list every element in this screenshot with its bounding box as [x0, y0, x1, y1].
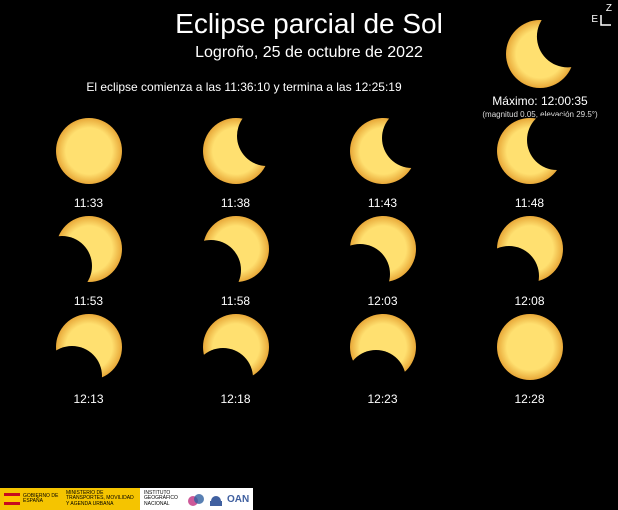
eclipse-frame: 11:38: [167, 116, 304, 210]
eclipse-frame: 12:18: [167, 312, 304, 406]
sun-icon: [201, 214, 271, 284]
footer-gov1: GOBIERNO DE ESPAÑA: [23, 494, 63, 505]
footer-gov-block: GOBIERNO DE ESPAÑA MINISTERIO DE TRANSPO…: [0, 488, 140, 510]
frame-time: 12:13: [20, 392, 157, 406]
eclipse-grid: 11:33 11:38 11:43: [0, 108, 618, 406]
sun-icon: [54, 312, 124, 382]
frame-time: 12:18: [167, 392, 304, 406]
eclipse-frame: 11:33: [20, 116, 157, 210]
frame-time: 11:43: [314, 196, 451, 210]
observatory-icon: [208, 491, 224, 507]
sun-icon: [495, 312, 565, 382]
footer-gov2: MINISTERIO DE TRANSPORTES, MOVILIDAD Y A…: [66, 491, 136, 508]
sun-icon: [201, 116, 271, 186]
frame-time: 11:38: [167, 196, 304, 210]
swirl-icon: [187, 491, 205, 507]
compass-corner-icon: [600, 14, 612, 26]
sun-maximum: [504, 18, 576, 90]
frame-time: 12:28: [461, 392, 598, 406]
frame-time: 11:48: [461, 196, 598, 210]
frame-time: 11:58: [167, 294, 304, 308]
frame-time: 12:08: [461, 294, 598, 308]
eclipse-frame: 12:23: [314, 312, 451, 406]
frame-time: 12:03: [314, 294, 451, 308]
eclipse-frame: 11:48: [461, 116, 598, 210]
sun-icon: [495, 214, 565, 284]
sun-icon: [54, 116, 124, 186]
eclipse-frame: 12:13: [20, 312, 157, 406]
sun-icon: [201, 312, 271, 382]
footer-ign: INSTITUTO GEOGRÁFICO NACIONAL: [144, 491, 184, 508]
sun-icon: [348, 312, 418, 382]
compass-z: Z: [591, 4, 612, 14]
frame-time: 11:33: [20, 196, 157, 210]
footer-credits: GOBIERNO DE ESPAÑA MINISTERIO DE TRANSPO…: [0, 488, 253, 510]
eclipse-frame: 11:53: [20, 214, 157, 308]
sun-icon: [495, 116, 565, 186]
maximum-block: Máximo: 12:00:35 (magnitud 0.05, elevaci…: [480, 18, 600, 119]
maximum-label: Máximo: 12:00:35: [480, 94, 600, 108]
frame-time: 12:23: [314, 392, 451, 406]
sun-icon: [348, 116, 418, 186]
eclipse-frame: 11:43: [314, 116, 451, 210]
footer-oan: OAN: [227, 494, 249, 505]
eclipse-frame: 12:03: [314, 214, 451, 308]
eclipse-frame: 11:58: [167, 214, 304, 308]
sun-icon: [348, 214, 418, 284]
eclipse-frame: 12:08: [461, 214, 598, 308]
footer-ign-block: INSTITUTO GEOGRÁFICO NACIONAL OAN: [140, 488, 253, 510]
eclipse-frame: 12:28: [461, 312, 598, 406]
spain-flag-icon: [4, 493, 20, 505]
frame-time: 11:53: [20, 294, 157, 308]
sun-icon: [54, 214, 124, 284]
